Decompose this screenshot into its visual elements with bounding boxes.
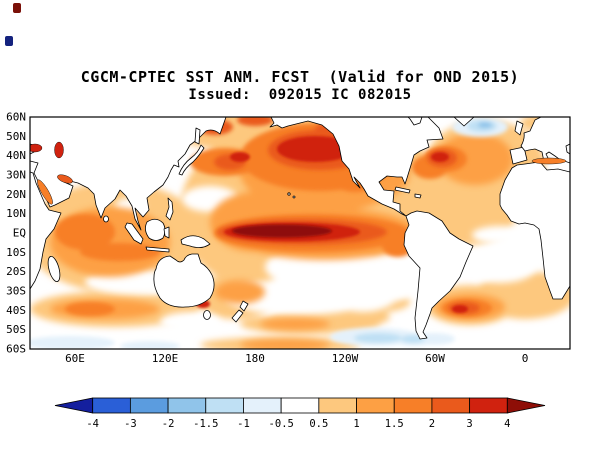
chart-title: CGCM-CPTEC SST ANM. FCST (Valid for OND …	[80, 68, 520, 86]
lat-tick-label: 30N	[6, 169, 26, 182]
colorbar-segment	[129, 397, 169, 414]
landmass-sri-lanka	[103, 215, 109, 223]
cold-anomaly-layer	[30, 117, 508, 349]
colorbar-segment	[318, 397, 357, 414]
colorbar-segment	[431, 397, 471, 414]
inland-seas-anomaly-layer	[30, 141, 567, 205]
lon-tick-label: 0	[522, 352, 529, 365]
colorbar-tick-label: 2	[429, 418, 435, 430]
landmass-japan	[178, 144, 205, 176]
landmass-borneo	[145, 218, 166, 241]
colorbar-segment	[356, 397, 395, 414]
lon-tick-label: 180	[245, 352, 265, 365]
lat-tick-label: 50S	[6, 323, 26, 336]
landmass-africa-east	[30, 171, 62, 290]
lat-tick-label: 10N	[6, 207, 26, 220]
landmass-sakhalin	[194, 127, 201, 145]
lon-tick-label: 120E	[152, 352, 179, 365]
lat-tick-label: 20S	[6, 265, 26, 278]
colorbar-tick-label: -1.5	[193, 418, 218, 430]
lon-tick-label: 120W	[332, 352, 359, 365]
colorbar-tick-label: 1.5	[385, 418, 404, 430]
landmass-new-guinea	[180, 235, 211, 248]
landmass-new-zealand-south	[231, 309, 244, 323]
map-frame	[29, 116, 571, 350]
lat-tick-label: 30S	[6, 285, 26, 298]
colorbar-tick-label: -4	[86, 418, 99, 430]
landmass-british-isles	[514, 120, 524, 136]
page-artifact-mark	[13, 3, 21, 13]
landmass-sulawesi	[163, 226, 170, 239]
page-artifact-mark	[5, 36, 13, 46]
persian-gulf-anomaly	[57, 174, 73, 184]
lat-tick-label: 50N	[6, 130, 26, 143]
colorbar-tick-label: -2	[162, 418, 175, 430]
colorbar-tick-label: -0.5	[269, 418, 294, 430]
landmass-new-zealand-north	[239, 300, 249, 312]
lat-tick-label: 20N	[6, 188, 26, 201]
colorbar-tick-labels: -4 -3 -2 -1.5 -1 -0.5 0.5 1 1.5 2 3 4	[86, 418, 510, 430]
el-nino-warm-tongue-core	[232, 224, 332, 238]
lon-tick-label: 60W	[425, 352, 445, 365]
colorbar-segment	[506, 397, 546, 414]
colorbar-segment	[243, 397, 282, 414]
landmass-java	[145, 246, 170, 253]
landmass-iberia	[509, 146, 528, 165]
hawaii-island-dot	[287, 192, 291, 196]
landmass-greenland	[453, 117, 475, 127]
colorbar-segment	[205, 397, 244, 414]
colorbar-segment	[280, 397, 320, 414]
caspian-sea-anomaly	[54, 141, 64, 159]
colorbar-segment	[167, 397, 207, 414]
landmass-australia	[153, 253, 215, 308]
red-sea-anomaly	[37, 179, 53, 205]
black-sea-anomaly	[30, 143, 43, 153]
colorbar-segment	[393, 397, 433, 414]
colorbar-tick-label: 1	[353, 418, 359, 430]
landmass-tasmania	[203, 310, 211, 320]
landmass-eurasia	[30, 117, 227, 231]
colorbar-tick-label: -1	[237, 418, 250, 430]
landmass-philippines	[165, 197, 174, 221]
colorbar-segment	[92, 397, 131, 414]
landmass-hispaniola	[414, 193, 422, 199]
lat-tick-label: 40S	[6, 304, 26, 317]
lat-tick-label: 60S	[6, 343, 26, 356]
landmass-madagascar	[47, 255, 61, 283]
land-layer	[30, 117, 570, 340]
lat-tick-label: 40N	[6, 149, 26, 162]
colorbar-segment	[54, 397, 94, 414]
mediterranean-anomaly	[531, 157, 567, 165]
colorbar-tick-label: -3	[124, 418, 137, 430]
colorbar-segments	[54, 397, 546, 414]
lon-axis: 60E 120E 180 120W 60W 0	[65, 352, 528, 365]
colorbar-tick-label: 3	[466, 418, 472, 430]
lat-axis: 60N 50N 40N 30N 20N 10N EQ 10S 20S 30S 4…	[6, 112, 26, 356]
lat-tick-label: EQ	[13, 227, 26, 240]
chart-subtitle: Issued: 092015 IC 082015	[188, 87, 412, 103]
colorbar-tick-label: 4	[504, 418, 510, 430]
lat-tick-label: 10S	[6, 246, 26, 259]
colorbar-tick-label: 0.5	[309, 418, 328, 430]
landmass-cuba	[394, 186, 411, 194]
lat-tick-label: 60N	[6, 112, 26, 124]
colorbar-segment	[469, 397, 508, 414]
landmass-north-america	[269, 117, 444, 217]
colorbar-legend: -4 -3 -2 -1.5 -1 -0.5 0.5 1 1.5 2 3 4	[54, 397, 546, 430]
hawaii-island-dot	[292, 195, 296, 199]
landmass-sumatra	[124, 222, 144, 245]
lon-tick-label: 60E	[65, 352, 85, 365]
landmass-south-america	[403, 210, 474, 340]
world-map-plot: 60N 50N 40N 30N 20N 10N EQ 10S 20S 30S 4…	[6, 112, 571, 365]
